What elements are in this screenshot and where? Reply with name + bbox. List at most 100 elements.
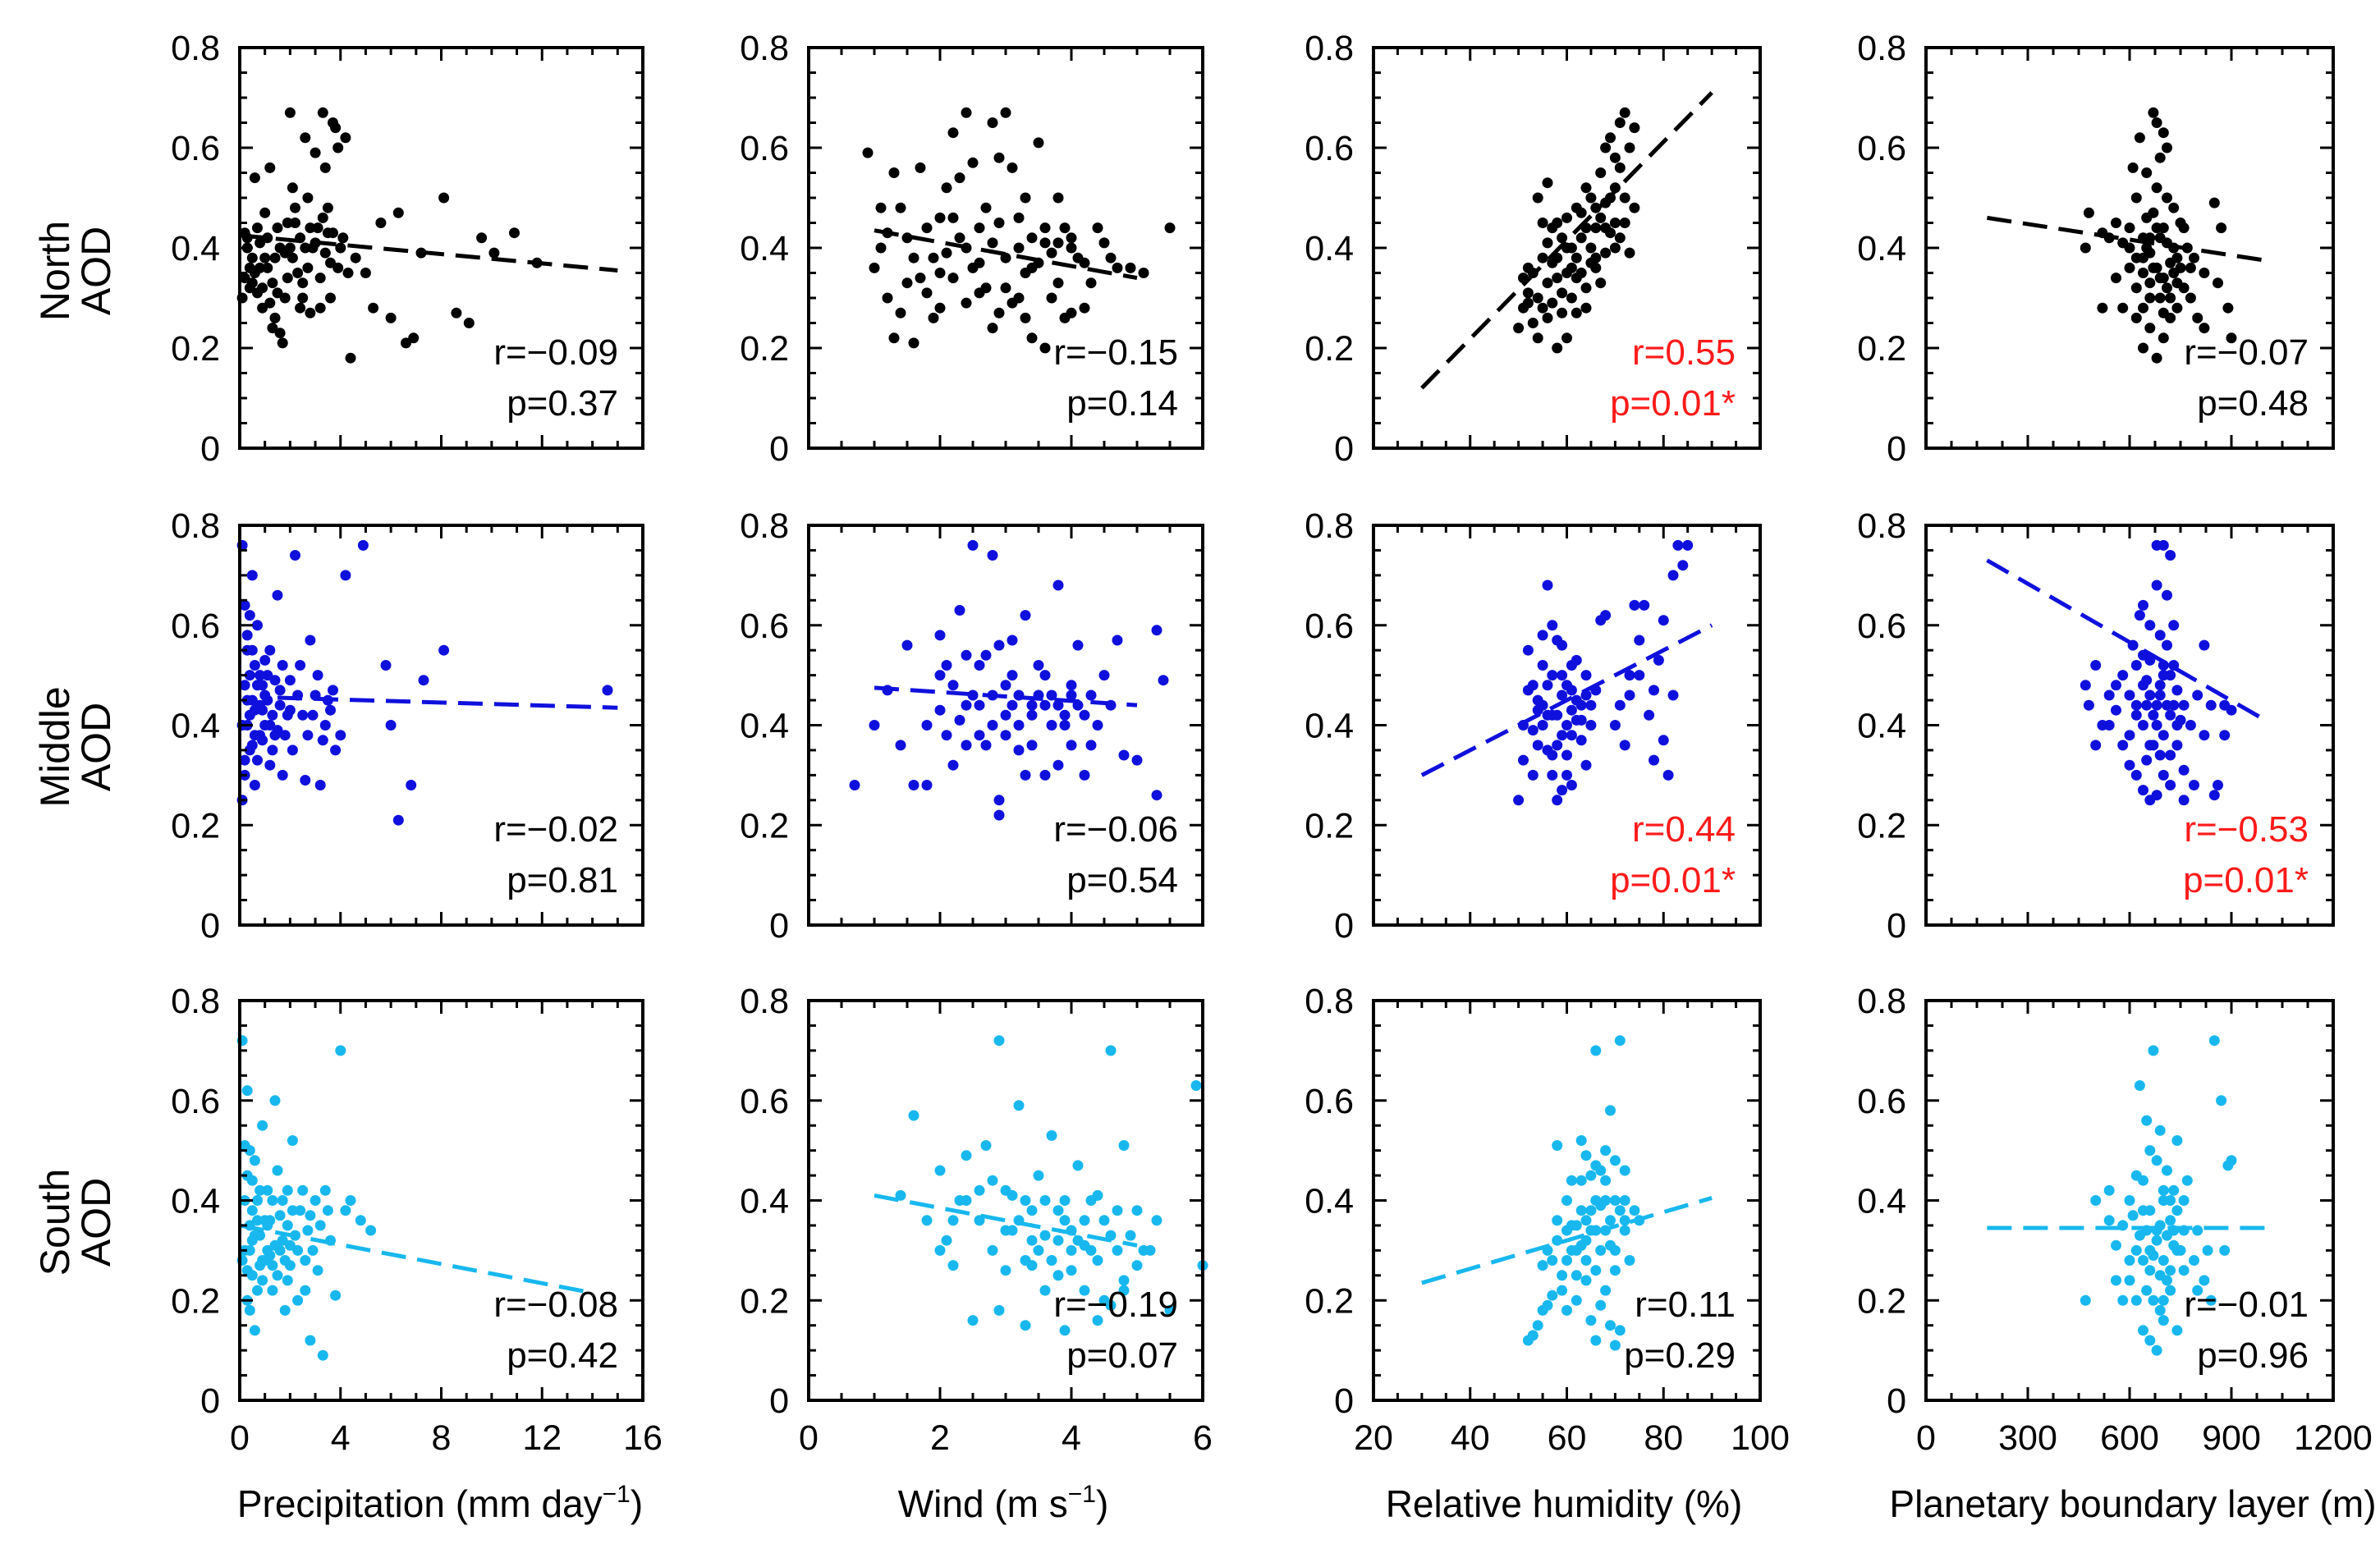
data-point (1667, 570, 1679, 581)
data-point (292, 1294, 304, 1306)
correlation-p: p=0.37 (507, 383, 618, 424)
data-point (282, 709, 293, 721)
regression-line (1420, 91, 1713, 390)
data-point (1112, 634, 1123, 646)
data-point (888, 167, 900, 178)
data-point (302, 192, 314, 204)
data-point (2141, 699, 2153, 711)
data-point (1590, 1045, 1602, 1056)
data-point (908, 1110, 919, 1121)
x-tick-label: 0 (230, 1418, 250, 1458)
x-tick-label: 2 (930, 1418, 950, 1458)
data-point (1542, 312, 1553, 323)
data-point (2138, 785, 2148, 796)
data-point (392, 207, 404, 218)
data-point (279, 292, 291, 304)
data-point (1522, 297, 1534, 309)
data-point (1658, 735, 1669, 746)
data-point (282, 1184, 293, 1196)
data-point (1561, 332, 1572, 344)
data-point (1013, 212, 1025, 223)
y-tick-label: 0.4 (740, 707, 789, 746)
data-point (1552, 795, 1563, 806)
data-point (1052, 1270, 1064, 1281)
y-tick-label: 0 (200, 429, 220, 469)
data-point (2111, 680, 2121, 691)
data-point (941, 182, 952, 194)
y-tick-label: 0.6 (1857, 607, 1906, 646)
data-point (2178, 795, 2190, 806)
data-point (967, 539, 979, 551)
data-point (1557, 1285, 1568, 1296)
data-point (934, 302, 946, 314)
data-point (267, 277, 278, 289)
data-point (246, 740, 258, 751)
data-point (2199, 268, 2210, 278)
data-point (259, 252, 271, 263)
data-point (257, 680, 268, 691)
data-point (1537, 630, 1548, 641)
correlation-r: r=−0.53 (2184, 809, 2309, 850)
data-point (252, 1215, 263, 1226)
data-point (1039, 769, 1051, 781)
data-point (305, 222, 316, 234)
data-point (1026, 740, 1038, 751)
data-point (2192, 1285, 2203, 1296)
data-point (1595, 212, 1607, 223)
data-point (2090, 740, 2102, 751)
data-point (2154, 152, 2166, 163)
data-point (262, 694, 273, 706)
data-point (2144, 620, 2156, 631)
data-point (1007, 162, 1018, 173)
data-point (1020, 312, 1031, 323)
data-point (1557, 1270, 1568, 1281)
data-point (1677, 560, 1689, 571)
data-point (2189, 1255, 2199, 1266)
data-point (1575, 207, 1587, 218)
data-point (1537, 218, 1548, 228)
data-point (1605, 1215, 1616, 1226)
data-point (239, 680, 250, 691)
data-point (2192, 312, 2203, 323)
y-tick-label: 0.4 (740, 1182, 789, 1221)
data-point (1033, 137, 1044, 149)
data-point (1619, 1215, 1630, 1226)
data-point (934, 670, 946, 681)
data-point (2165, 1285, 2176, 1296)
data-point (2103, 689, 2115, 701)
data-point (2171, 1135, 2183, 1146)
row-label-south: South AOD (32, 1169, 119, 1276)
y-tick-label: 0.6 (740, 1082, 789, 1121)
data-point (476, 232, 488, 244)
data-point (2103, 1215, 2115, 1226)
data-point (974, 730, 985, 741)
x-tick-label: 0 (1916, 1418, 1936, 1458)
data-point (2192, 1225, 2203, 1236)
data-point (1609, 1195, 1621, 1206)
data-point (1547, 620, 1558, 631)
data-point (249, 1155, 260, 1166)
regression-line (874, 228, 1138, 281)
data-point (1013, 242, 1025, 254)
data-point (1585, 242, 1597, 254)
data-point (941, 660, 952, 671)
data-point (2154, 1125, 2166, 1136)
data-point (1013, 1100, 1025, 1111)
data-point (1566, 780, 1577, 790)
data-point (1112, 262, 1123, 273)
data-point (1649, 754, 1659, 766)
data-point (2124, 759, 2135, 771)
data-point (332, 142, 344, 153)
data-point (1585, 1315, 1597, 1326)
data-point (312, 1265, 323, 1276)
data-point (257, 1120, 268, 1131)
data-point (2208, 1035, 2220, 1047)
data-point (1609, 1340, 1621, 1351)
data-point (1118, 1285, 1130, 1296)
data-point (1532, 704, 1543, 716)
correlation-r: r=−0.15 (1053, 332, 1178, 373)
data-point (1600, 1145, 1612, 1157)
data-point (2138, 302, 2148, 314)
data-point (1580, 1275, 1592, 1286)
y-tick-label: 0.6 (740, 129, 789, 168)
